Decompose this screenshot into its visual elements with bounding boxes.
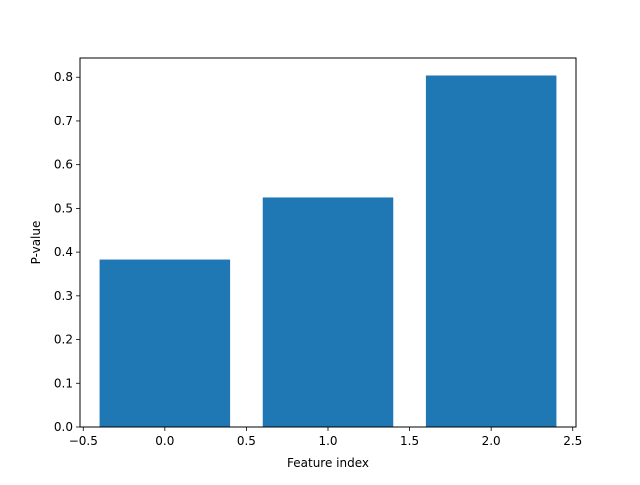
x-tick-label: 1.5 [400, 434, 419, 448]
y-tick-label: 0.8 [54, 70, 73, 84]
x-tick-label: −0.5 [69, 434, 98, 448]
y-tick-label: 0.4 [54, 245, 73, 259]
x-tick-label: 0.5 [237, 434, 256, 448]
bar-1 [262, 197, 394, 427]
y-tick-label: 0.3 [54, 289, 73, 303]
bars-group [99, 75, 557, 427]
bar-0 [99, 259, 231, 427]
y-tick-label: 0.7 [54, 114, 73, 128]
bar-2 [425, 75, 557, 427]
y-tick-label: 0.6 [54, 158, 73, 172]
x-tick-label: 1.0 [318, 434, 337, 448]
x-tick-label: 2.5 [563, 434, 582, 448]
x-axis-ticks: −0.5 0.0 0.5 1.0 1.5 2.0 2.5 [69, 427, 582, 448]
y-tick-label: 0.1 [54, 376, 73, 390]
y-axis-label: P-value [29, 221, 43, 265]
y-axis-ticks: 0.0 0.1 0.2 0.3 0.4 0.5 0.6 0.7 0.8 [54, 70, 80, 434]
x-axis-label: Feature index [287, 456, 369, 470]
y-tick-label: 0.5 [54, 201, 73, 215]
y-tick-label: 0.2 [54, 333, 73, 347]
x-tick-label: 2.0 [482, 434, 501, 448]
x-tick-label: 0.0 [155, 434, 174, 448]
y-tick-label: 0.0 [54, 420, 73, 434]
axes-frame [79, 57, 577, 428]
